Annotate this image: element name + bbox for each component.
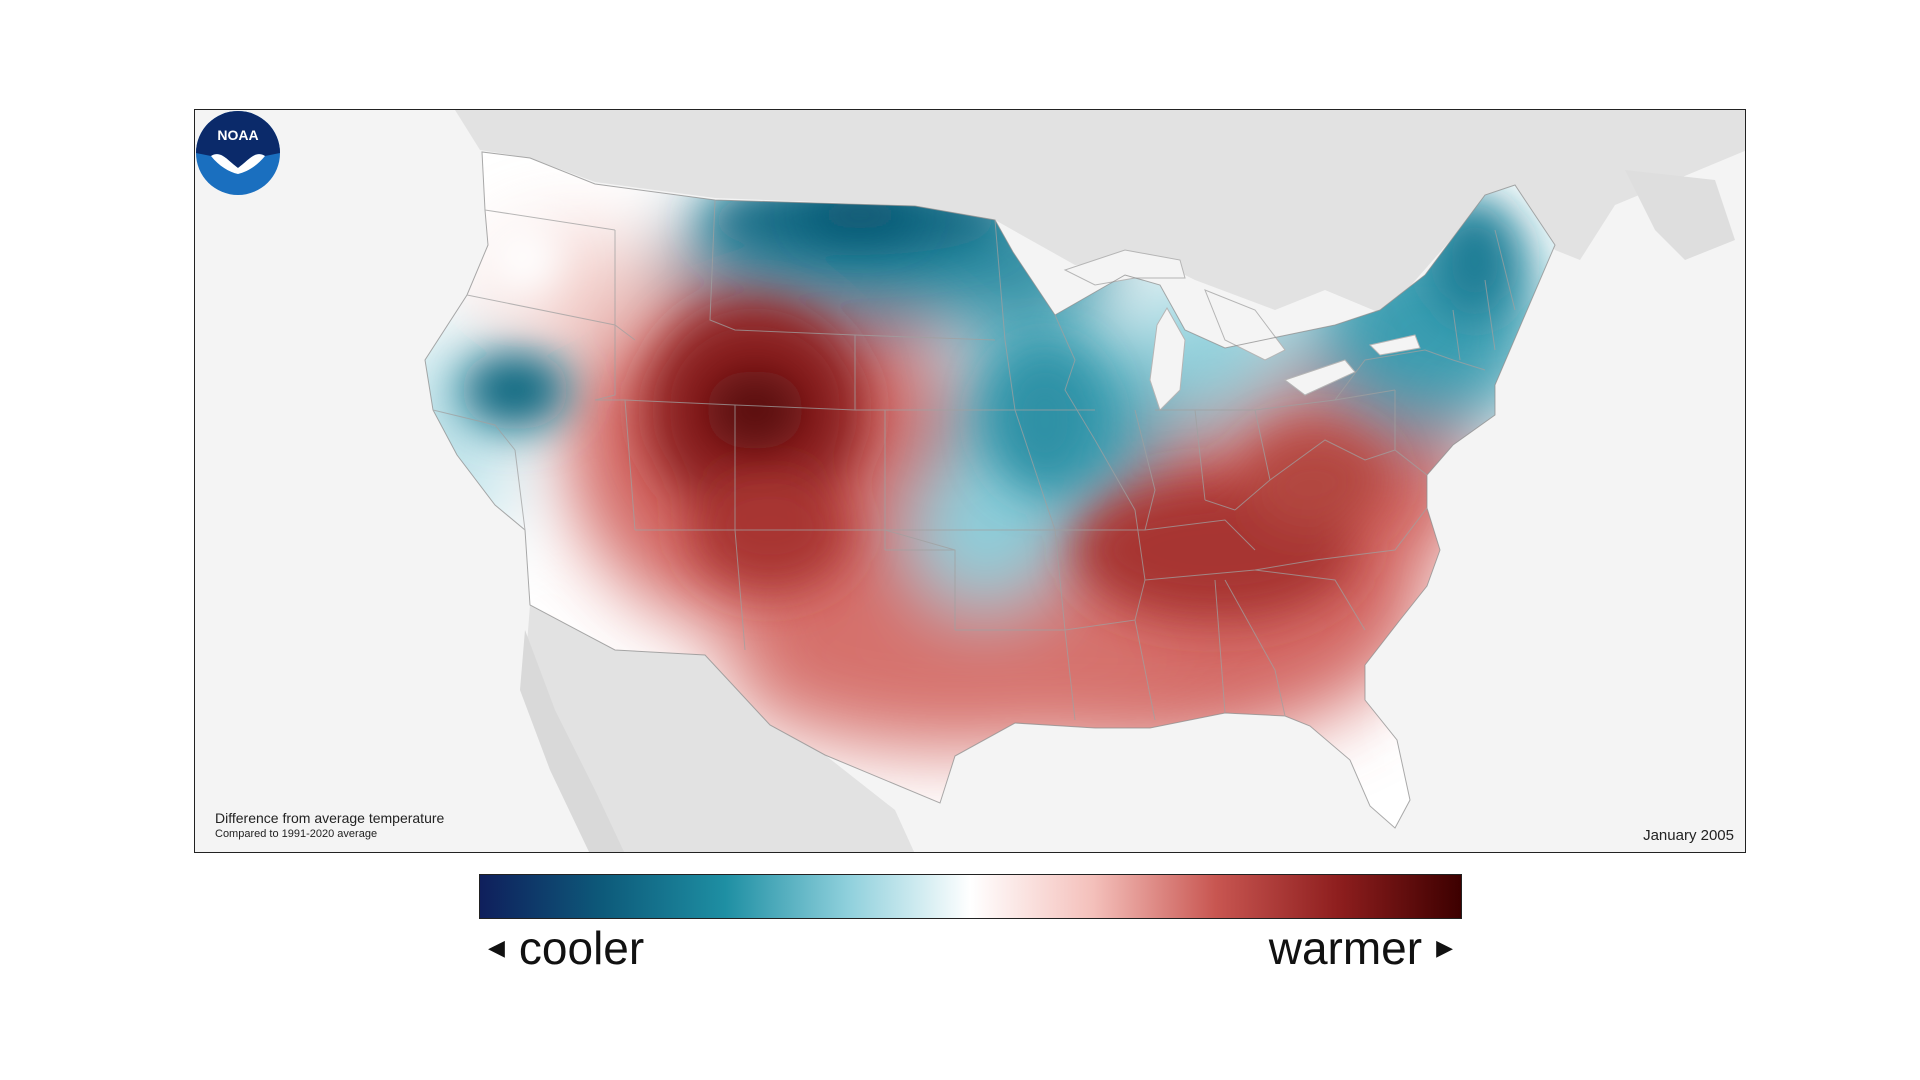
surrounding-land [455, 110, 1745, 852]
triangle-left-icon: ◀ [488, 935, 505, 960]
cooler-label: ◀ cooler [488, 918, 644, 978]
color-scale-bar [479, 874, 1462, 919]
temperature-anomaly-map: NOAA Difference from average temperature… [194, 109, 1746, 853]
state-borders [424, 151, 1556, 829]
noaa-logo: NOAA [196, 111, 280, 195]
map-canvas [424, 110, 1745, 852]
map-caption: Difference from average temperature Comp… [215, 810, 444, 840]
noaa-logo-text: NOAA [217, 127, 258, 143]
date-label: January 2005 [1643, 827, 1734, 844]
great-lakes [1063, 249, 1421, 411]
warmer-label: warmer ▶ [1269, 918, 1453, 978]
triangle-right-icon: ▶ [1436, 935, 1453, 960]
warmer-text: warmer [1268, 922, 1423, 974]
caption-subtitle: Compared to 1991-2020 average [215, 828, 378, 840]
caption-title: Difference from average temperature [215, 810, 445, 826]
cooler-text: cooler [518, 922, 645, 974]
